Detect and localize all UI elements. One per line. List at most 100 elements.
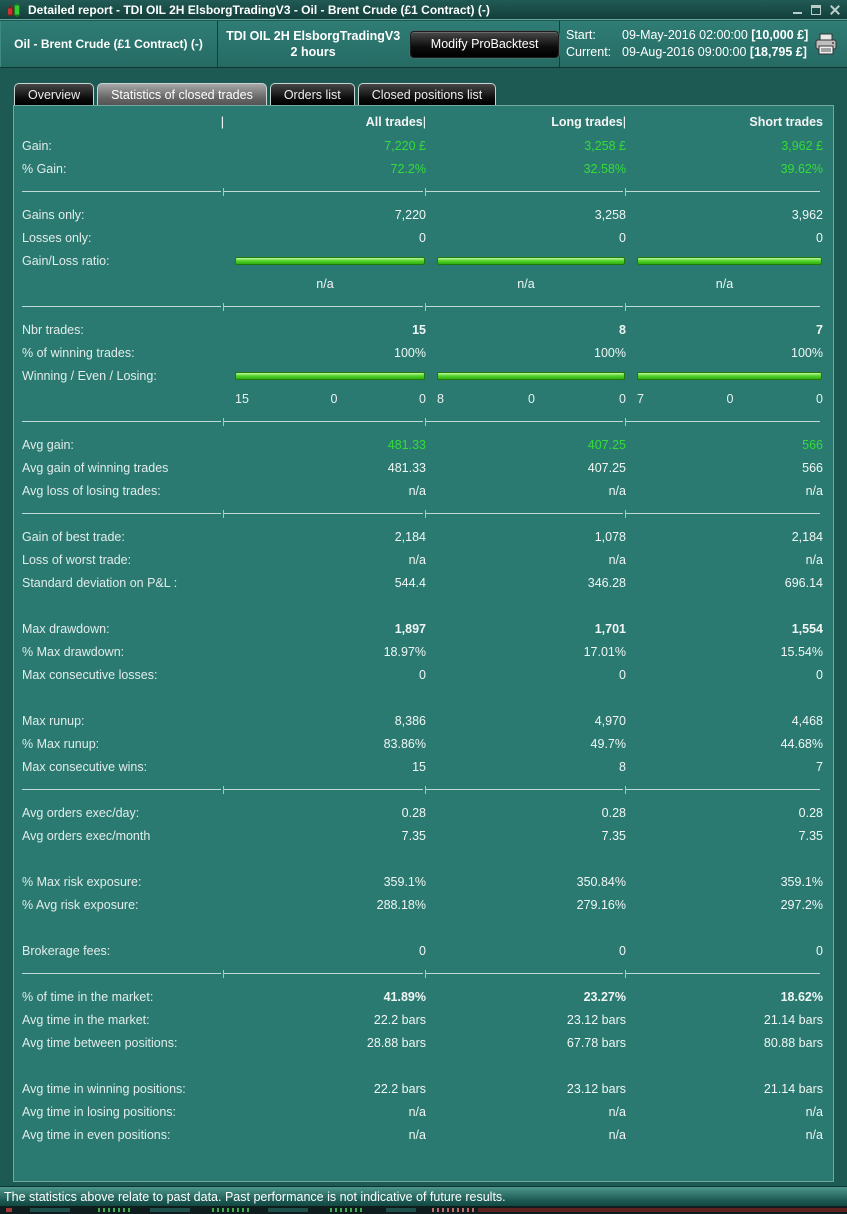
stat-value: n/a — [805, 1104, 823, 1119]
stat-label: Avg time in winning positions: — [22, 1081, 186, 1096]
table-row: Gains only: 7,220 3,258 3,962 — [22, 203, 823, 226]
section-separator — [22, 962, 823, 985]
stat-label: Avg gain of winning trades — [22, 460, 169, 475]
table-row: Gain: 7,220 £ 3,258 £ 3,962 £ — [22, 134, 823, 157]
stat-value: 297.2% — [780, 897, 823, 912]
stat-value: 279.16% — [576, 897, 626, 912]
table-row: % Gain: 72.2% 32.58% 39.62% — [22, 157, 823, 180]
win-even-lose-cell: 8 0 0 — [426, 392, 626, 406]
stat-value: n/a — [608, 552, 626, 567]
current-label: Current: — [566, 45, 612, 59]
stat-value: 3,258 — [594, 207, 626, 222]
stat-value: n/a — [608, 483, 626, 498]
ratio-bar — [437, 256, 625, 265]
stat-label: % Max risk exposure: — [22, 874, 142, 889]
stat-value: 0 — [419, 943, 426, 958]
separator-segment — [626, 789, 820, 790]
stat-value: 0 — [726, 391, 734, 406]
stat-value: 7,220 — [394, 207, 426, 222]
stat-value: 2,184 — [791, 529, 823, 544]
stat-label: Winning / Even / Losing: — [22, 368, 157, 383]
column-header-all-trades[interactable]: All trades | — [365, 114, 426, 129]
table-row: % Max risk exposure: 359.1% 350.84% 359.1% — [22, 870, 823, 893]
separator-segment — [22, 970, 224, 978]
stat-value: 481.33 — [387, 460, 426, 475]
close-icon[interactable] — [830, 5, 841, 15]
stat-value: n/a — [408, 1127, 426, 1142]
candlestick-app-icon — [7, 2, 20, 17]
column-header-long-trades[interactable]: Long trades | — [551, 114, 626, 129]
stat-value: 49.7% — [590, 736, 626, 751]
stat-label: Loss of worst trade: — [22, 552, 132, 567]
printer-icon[interactable] — [813, 32, 839, 56]
section-gap — [22, 594, 823, 617]
column-header-short-trades[interactable]: Short trades — [749, 114, 823, 129]
tab-orders-list[interactable]: Orders list — [269, 83, 355, 105]
table-row: % of time in the market: 41.89% 23.27% 18.6… — [22, 985, 823, 1008]
separator-segment — [426, 188, 626, 196]
table-row: Max drawdown: 1,897 1,701 1,554 — [22, 617, 823, 640]
table-row: n/a n/a n/a — [22, 272, 823, 295]
tab-statistics-of-closed-trades[interactable]: Statistics of closed trades — [97, 83, 267, 105]
stat-value: n/a — [805, 1127, 823, 1142]
start-value: 09-May-2016 02:00:00 [10,000 £] — [622, 28, 809, 42]
stat-label: Avg gain: — [22, 437, 74, 452]
separator-segment — [22, 188, 224, 196]
separator-segment — [224, 303, 426, 311]
separator-segment — [426, 418, 626, 426]
modify-probacktest-button[interactable]: Modify ProBacktest — [410, 30, 559, 58]
stat-value: 0 — [619, 943, 626, 958]
stat-value: 0 — [528, 391, 535, 406]
maximize-icon[interactable] — [811, 4, 821, 15]
current-value: 09-Aug-2016 09:00:00 [18,795 £] — [622, 45, 807, 59]
column-resize-cursor[interactable]: | — [220, 114, 224, 129]
strategy-name: TDI OIL 2H ElsborgTradingV3 — [226, 29, 401, 43]
stat-value: 0 — [816, 230, 823, 245]
stat-value: 7.35 — [601, 828, 626, 843]
separator-segment — [426, 510, 626, 518]
stat-value: 0.28 — [401, 805, 426, 820]
table-row: Max consecutive losses: 0 0 0 — [22, 663, 823, 686]
stat-label: Nbr trades: — [22, 322, 84, 337]
table-row: Loss of worst trade: n/a n/a n/a — [22, 548, 823, 571]
section-separator — [22, 410, 823, 433]
stat-value: 21.14 bars — [763, 1081, 823, 1096]
stat-value: 0 — [419, 230, 426, 245]
minimize-icon[interactable] — [793, 5, 802, 14]
table-row: % Max runup: 83.86% 49.7% 44.68% — [22, 732, 823, 755]
stat-value: 28.88 bars — [366, 1035, 426, 1050]
strategy-info: TDI OIL 2H ElsborgTradingV3 2 hours — [220, 28, 406, 60]
tab-closed-positions-list[interactable]: Closed positions list — [357, 83, 497, 105]
stat-value: 67.78 bars — [566, 1035, 626, 1050]
stat-label: Avg time in losing positions: — [22, 1104, 177, 1119]
bar-cell — [426, 371, 626, 380]
report-header: Oil - Brent Crude (£1 Contract) (-) TDI … — [0, 21, 847, 68]
tab-overview[interactable]: Overview — [14, 83, 95, 105]
stat-value: n/a — [316, 276, 334, 291]
stat-value: 18.97% — [383, 644, 426, 659]
stat-label: Losses only: — [22, 230, 92, 245]
stat-value: 23.12 bars — [566, 1012, 626, 1027]
stat-value: n/a — [408, 552, 426, 567]
stat-value: 1,078 — [594, 529, 626, 544]
stat-value: 8 — [619, 759, 626, 774]
ratio-bar — [235, 371, 425, 380]
stat-value: 3,962 £ — [781, 138, 823, 153]
separator-segment — [22, 786, 224, 794]
section-separator — [22, 180, 823, 203]
bar-cell — [426, 256, 626, 265]
table-row: Avg time in losing positions: n/a n/a n/a — [22, 1100, 823, 1123]
stat-label: Avg time between positions: — [22, 1035, 178, 1050]
section-gap — [22, 686, 823, 709]
stat-value: 1,701 — [594, 621, 626, 636]
stat-value: n/a — [608, 1127, 626, 1142]
stat-value: 0 — [816, 943, 823, 958]
section-gap — [22, 1054, 823, 1077]
stat-value: 21.14 bars — [763, 1012, 823, 1027]
stat-value: 80.88 bars — [763, 1035, 823, 1050]
separator-segment — [426, 786, 626, 794]
stat-value: n/a — [517, 276, 535, 291]
win-even-lose-cell: 7 0 0 — [626, 392, 823, 406]
column-resize-cursor: | — [422, 114, 426, 129]
stat-value: 8 — [437, 391, 444, 406]
